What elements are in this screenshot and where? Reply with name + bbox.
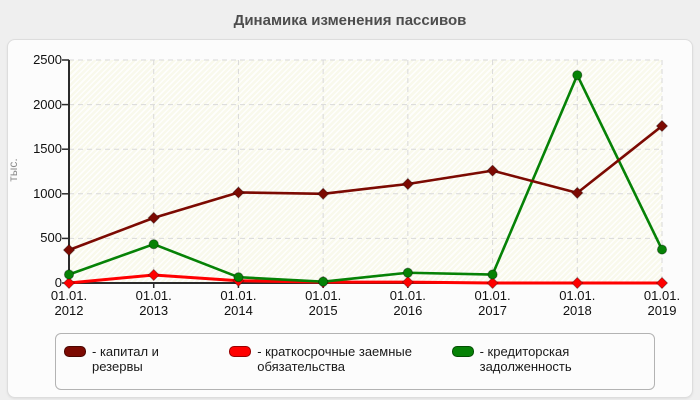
y-axis-title: тыс. (6, 158, 20, 182)
data-point-marker (318, 276, 329, 287)
data-point-marker (571, 276, 584, 290)
x-tick-prefix: 01.01. (643, 288, 681, 303)
data-point-marker (487, 269, 498, 280)
plot-area (69, 60, 662, 283)
data-point-marker (148, 239, 159, 250)
legend-item: - кредиторская задолженность (451, 344, 654, 374)
data-point-marker (656, 244, 668, 255)
x-tick-label: 01.01. 2016 (376, 288, 440, 318)
legend-item: - капитал и резервы (64, 344, 209, 374)
data-point-marker (62, 243, 76, 257)
x-tick-label: 01.01. 2018 (545, 288, 609, 318)
x-tick-year: 2014 (223, 303, 253, 318)
x-tick-prefix: 01.01. (50, 288, 88, 303)
legend-label: - капитал и резервы (92, 344, 159, 374)
x-tick-year: 2018 (562, 303, 592, 318)
x-tick-label: 01.01. 2012 (37, 288, 101, 318)
data-point-marker (232, 186, 245, 199)
y-tick-label: 500 (40, 230, 62, 246)
data-point-marker (486, 164, 499, 177)
legend-label: - краткосрочные заемные обязательства (257, 344, 412, 374)
data-point-marker (572, 70, 583, 81)
x-tick-prefix: 01.01. (305, 288, 342, 303)
data-point-marker (486, 276, 499, 290)
x-tick-year: 2012 (54, 303, 84, 318)
data-point-marker (233, 272, 244, 283)
data-point-marker (147, 211, 160, 225)
data-point-marker (655, 119, 669, 133)
data-point-marker (655, 276, 669, 290)
series-line-0 (68, 124, 663, 252)
x-tick-label: 01.01. 2017 (461, 288, 525, 318)
y-tick-label: 2500 (33, 52, 62, 67)
series-line-2 (68, 73, 664, 283)
y-tick-label: 2000 (33, 96, 62, 112)
x-tick-prefix: 01.01. (389, 288, 426, 303)
legend-swatch (451, 346, 474, 357)
y-tick-label: 1000 (33, 185, 62, 201)
legend: - капитал и резервы - краткосрочные заемн… (55, 333, 655, 390)
y-tick-label: 1500 (33, 141, 62, 157)
data-point-marker (571, 186, 584, 200)
data-point-marker (401, 275, 415, 289)
data-point-marker (316, 187, 330, 201)
data-point-marker (147, 268, 160, 282)
x-tick-year: 2017 (478, 303, 508, 318)
legend-label: - кредиторская задолженность (479, 344, 572, 374)
x-tick-prefix: 01.01. (220, 288, 257, 303)
x-tick-year: 2019 (647, 303, 677, 318)
x-tick-label: 01.01. 2019 (630, 288, 694, 318)
legend-swatch (64, 346, 86, 357)
y-tick-label: 0 (54, 275, 62, 290)
data-point-marker (401, 177, 415, 191)
x-tick-label: 01.01. 2014 (206, 288, 270, 318)
series-line-1 (68, 273, 662, 285)
x-tick-label: 01.01. 2015 (291, 288, 355, 318)
x-tick-label: 01.01. 2013 (122, 288, 186, 318)
data-point-marker (62, 276, 76, 290)
data-point-marker (402, 267, 413, 278)
x-tick-year: 2016 (393, 303, 423, 318)
x-tick-prefix: 01.01. (135, 288, 172, 303)
legend-item: - краткосрочные заемные обязательства (229, 344, 431, 374)
chart-title: Динамика изменения пассивов (233, 12, 467, 29)
x-tick-prefix: 01.01. (559, 288, 596, 303)
data-point-marker (63, 269, 75, 280)
x-tick-year: 2015 (308, 303, 338, 318)
x-tick-year: 2013 (139, 303, 169, 318)
x-tick-prefix: 01.01. (474, 288, 511, 303)
legend-swatch (229, 346, 252, 357)
